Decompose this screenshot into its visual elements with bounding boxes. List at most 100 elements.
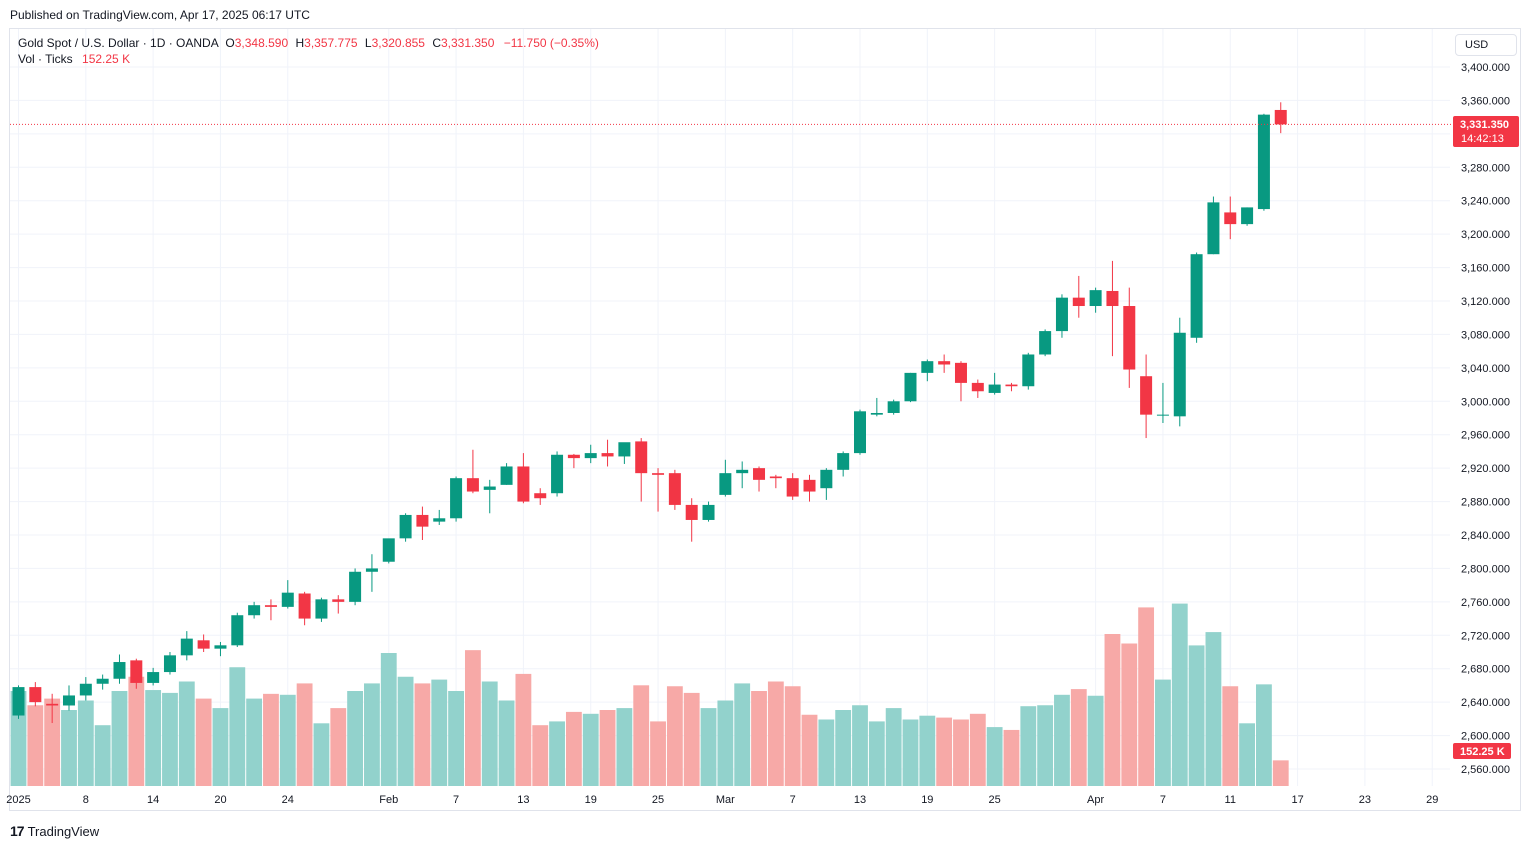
- legend-close: 3,331.350: [440, 36, 495, 50]
- candle-body: [1123, 306, 1136, 370]
- candle: [954, 361, 967, 402]
- candle: [130, 658, 143, 689]
- volume-bar: [1205, 632, 1222, 786]
- legend-high: 3,357.775: [304, 36, 358, 50]
- candle: [1257, 113, 1270, 211]
- candle: [786, 473, 799, 500]
- price-tick-label: 3,040.000: [1461, 363, 1510, 375]
- candle-body: [483, 486, 496, 490]
- volume-bar: [1054, 694, 1070, 786]
- candle: [450, 476, 463, 522]
- candle-body: [1274, 109, 1287, 125]
- candle-body: [1257, 114, 1270, 210]
- time-tick-label: Feb: [379, 794, 398, 806]
- volume-bar: [195, 698, 212, 786]
- candle: [534, 488, 547, 505]
- candle: [517, 453, 530, 504]
- price-tick-label: 3,000.000: [1461, 396, 1510, 408]
- candle-body: [433, 518, 446, 522]
- candle-body: [551, 454, 564, 494]
- legend-ohlc-row: Gold Spot / U.S. Dollar · 1D · OANDA O3,…: [18, 35, 599, 51]
- price-tick-label: 3,200.000: [1461, 229, 1510, 241]
- candle-body: [736, 469, 749, 474]
- volume-bar: [801, 714, 818, 786]
- volume-bar: [1155, 679, 1171, 786]
- candle: [1224, 196, 1237, 240]
- time-tick-label: 23: [1359, 794, 1371, 806]
- candle: [214, 641, 227, 657]
- chart-frame: [9, 28, 1521, 811]
- candle: [685, 498, 698, 542]
- candle: [332, 595, 345, 614]
- candle-body: [450, 478, 463, 519]
- candle-body: [753, 468, 766, 480]
- tradingview-logo-icon[interactable]: 17: [10, 823, 25, 839]
- volume-badge: 152.25 K: [1453, 743, 1511, 759]
- volume-bar: [969, 713, 986, 786]
- candle-body: [231, 615, 244, 646]
- candle: [231, 612, 244, 647]
- volume-bar: [397, 676, 414, 786]
- candle-body: [584, 453, 597, 459]
- volume-bar: [279, 694, 296, 786]
- volume-bar: [902, 719, 919, 786]
- candle: [921, 359, 934, 382]
- candle: [500, 463, 513, 485]
- volume-bar: [784, 686, 801, 786]
- candle-body: [1089, 290, 1102, 307]
- price-tick-label: 3,400.000: [1461, 62, 1510, 74]
- last-price-badge: 3,331.350 14:42:13: [1453, 116, 1519, 147]
- candle: [820, 468, 833, 500]
- candle: [46, 693, 59, 724]
- volume-bar: [1070, 689, 1087, 786]
- legend-symbol[interactable]: Gold Spot / U.S. Dollar · 1D · OANDA: [18, 36, 219, 50]
- tradingview-brand[interactable]: TradingView: [27, 823, 100, 839]
- volume-bar: [734, 683, 751, 786]
- candle: [466, 449, 479, 494]
- volume-bars: [10, 603, 1289, 786]
- candle-body: [567, 454, 580, 459]
- price-tick-label: 3,120.000: [1461, 296, 1510, 308]
- candle: [1089, 287, 1102, 313]
- volume-bar: [498, 700, 515, 786]
- candle-body: [46, 703, 59, 706]
- candle: [79, 677, 92, 701]
- candle-body: [1140, 376, 1153, 415]
- candle: [264, 599, 277, 621]
- candle: [1022, 352, 1035, 390]
- price-tick-label: 2,920.000: [1461, 463, 1510, 475]
- time-tick-label: 13: [517, 794, 529, 806]
- candle-body: [197, 640, 210, 649]
- volume-bar: [246, 698, 263, 786]
- volume-bar: [364, 683, 380, 786]
- volume-bar: [599, 710, 616, 786]
- candle-body: [904, 372, 917, 402]
- candle: [854, 409, 866, 455]
- price-tick-label: 2,640.000: [1461, 697, 1510, 709]
- volume-bar: [1239, 723, 1256, 786]
- currency-button[interactable]: USD: [1455, 34, 1517, 56]
- candle-body: [113, 662, 126, 679]
- candle-body: [854, 411, 866, 454]
- candle: [1123, 287, 1136, 388]
- candle-body: [365, 568, 378, 572]
- price-tick-label: 3,160.000: [1461, 263, 1510, 275]
- legend-close-key: C: [432, 36, 441, 50]
- candle: [1207, 196, 1220, 255]
- volume-bar: [1037, 705, 1054, 786]
- time-tick-label: 14: [147, 794, 159, 806]
- time-tick-label: 19: [585, 794, 597, 806]
- candle: [1156, 382, 1169, 424]
- candle: [349, 568, 362, 606]
- volume-bar: [162, 692, 178, 786]
- legend-volume-label[interactable]: Vol · Ticks: [18, 52, 73, 66]
- price-tick-label: 2,960.000: [1461, 430, 1510, 442]
- volume-bar: [885, 708, 902, 786]
- volume-bar: [1272, 760, 1289, 786]
- candle: [567, 453, 580, 469]
- candle-body: [971, 382, 984, 392]
- candle-body: [1106, 290, 1119, 307]
- candle-body: [702, 504, 715, 520]
- candle-body: [534, 493, 547, 499]
